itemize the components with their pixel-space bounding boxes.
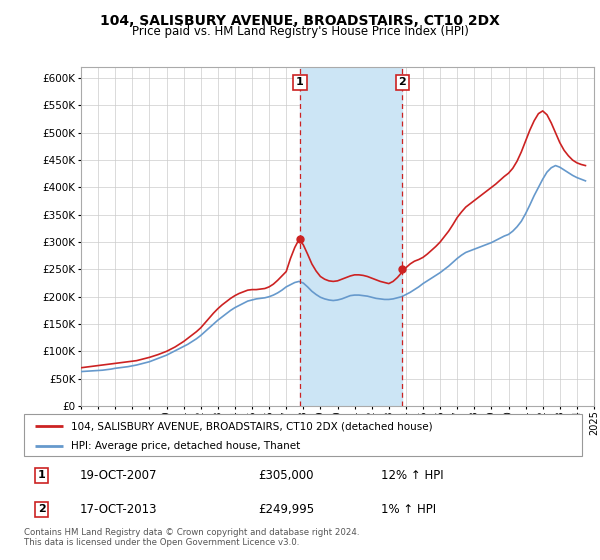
- Text: 104, SALISBURY AVENUE, BROADSTAIRS, CT10 2DX: 104, SALISBURY AVENUE, BROADSTAIRS, CT10…: [100, 14, 500, 28]
- Text: 1% ↑ HPI: 1% ↑ HPI: [381, 503, 436, 516]
- Text: £249,995: £249,995: [259, 503, 314, 516]
- Text: 2: 2: [398, 77, 406, 87]
- Text: £305,000: £305,000: [259, 469, 314, 482]
- Text: 104, SALISBURY AVENUE, BROADSTAIRS, CT10 2DX (detached house): 104, SALISBURY AVENUE, BROADSTAIRS, CT10…: [71, 421, 433, 431]
- Text: HPI: Average price, detached house, Thanet: HPI: Average price, detached house, Than…: [71, 441, 301, 451]
- Text: Contains HM Land Registry data © Crown copyright and database right 2024.
This d: Contains HM Land Registry data © Crown c…: [24, 528, 359, 547]
- Text: 1: 1: [296, 77, 304, 87]
- Text: 17-OCT-2013: 17-OCT-2013: [80, 503, 157, 516]
- Text: 2: 2: [38, 505, 46, 515]
- Text: 1: 1: [38, 470, 46, 480]
- Text: Price paid vs. HM Land Registry's House Price Index (HPI): Price paid vs. HM Land Registry's House …: [131, 25, 469, 38]
- Text: 12% ↑ HPI: 12% ↑ HPI: [381, 469, 444, 482]
- Text: 19-OCT-2007: 19-OCT-2007: [80, 469, 157, 482]
- Bar: [300, 67, 403, 406]
- FancyBboxPatch shape: [24, 414, 582, 456]
